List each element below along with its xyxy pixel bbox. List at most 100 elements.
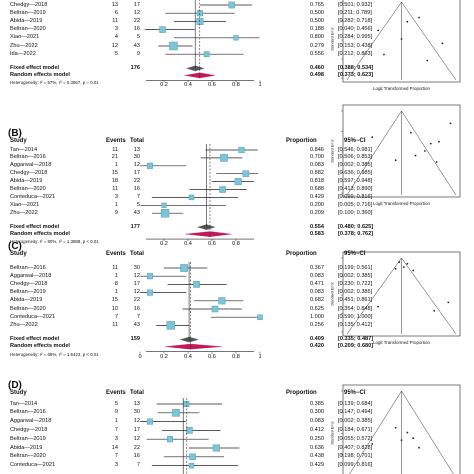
study-total: 5 [136,201,140,208]
study-events: 1 [114,201,118,208]
study-events: 3 [114,26,118,33]
study-events: 3 [114,462,118,469]
study-box [166,321,175,330]
study-total: 12 [133,9,140,16]
header-proportion: Proportion [286,138,317,144]
study-total: 22 [133,17,140,24]
fixed-effect-proportion: 0.554 [310,223,324,230]
study-events: 4 [114,34,118,41]
study-ci: [0.451; 0.861] [338,297,373,304]
study-ci: [0.230; 0.722] [338,280,373,287]
study-box [228,1,236,9]
funnel-point [398,261,401,263]
fixed-effect-total: 159 [130,336,140,343]
funnel-point [400,439,403,441]
study-total: 13 [133,146,140,153]
funnel-point [394,426,397,429]
study-proportion: 0.188 [310,26,324,33]
header-events: Events [106,251,126,257]
study-ci: [0.413; 0.890] [338,186,373,192]
study-proportion: 1.000 [310,313,324,320]
funnel-point [418,446,420,449]
study-ci: [0.100; 0.360] [338,209,373,216]
study-total: 30 [133,409,140,416]
study-total: 17 [133,280,140,287]
study-box [146,162,153,169]
header-study: Study [10,251,27,257]
funnel-point [394,159,397,162]
study-events: 11 [112,17,118,24]
study-box [233,35,239,41]
study-total: 22 [133,178,140,185]
funnel-point [433,309,436,312]
study-events: 15 [111,170,118,177]
study-proportion: 0.700 [310,154,324,161]
x-tick-label: 0.2 [160,353,168,360]
study-ci: [0.005; 0.716] [338,201,373,208]
study-events: 14 [111,444,118,451]
x-tick-label: 0.4 [184,241,192,248]
study-ci: [0.198; 0.701] [338,453,373,460]
funnel-point [412,437,415,440]
study-ci: [0.055; 0.572] [338,435,373,442]
heterogeneity-text: Heterogeneity: I² = 69%, τ² = 1.6423, p … [10,351,99,357]
study-proportion: 0.882 [310,170,324,177]
x-tick-label: 0.6 [208,241,216,248]
study-events: 10 [111,305,118,312]
study-ci: [0.590; 1.000] [338,313,373,320]
study-total: 7 [136,193,140,200]
study-events: 8 [114,280,118,287]
study-name: Aggarwal—2018 [10,162,52,169]
header-total: Total [130,251,144,257]
study-box [212,444,220,452]
study-total: 17 [133,1,140,8]
header-events: Events [106,390,126,396]
study-name: Ida—2022 [10,50,36,57]
funnel-x-label: Logit Transformed Proportion [373,340,430,345]
random-effects-label: Random effects model [10,343,70,350]
funnel-point [441,42,444,45]
funnel-point [406,431,409,434]
study-proportion: 0.471 [310,280,324,287]
study-proportion: 0.438 [310,453,324,460]
study-name: Beltran—2019 [10,9,46,16]
fixed-effect-ci: [0.335; 0.487] [338,336,374,343]
study-box [211,305,219,313]
study-total: 30 [133,264,140,271]
study-name: Abida—2019 [10,297,43,304]
study-name: Abida—2019 [10,444,43,451]
study-total: 16 [133,186,140,192]
study-ci: [0.506; 0.853] [338,154,373,161]
funnel-point [438,140,440,143]
study-events: 7 [114,313,118,320]
study-name: Beltran—2020 [10,305,46,312]
header-events: Events [106,138,126,144]
study-box [166,436,174,443]
random-effects-diamond [185,231,232,237]
header-total: Total [130,138,144,144]
heterogeneity-text: Heterogeneity: I² = 80%, τ² = 1.3888, p … [10,239,99,245]
study-ci: [0.282; 0.718] [338,17,373,24]
fixed-effect-ci: [0.388; 0.534] [338,64,374,71]
study-proportion: 0.300 [310,409,324,416]
random-effects-label: Random effects model [10,71,70,78]
study-proportion: 0.625 [310,305,324,312]
study-name: Conteduca—2021 [10,462,56,469]
study-events: 3 [114,193,118,200]
random-effects-ci: [0.378; 0.762] [338,230,374,237]
study-total: 22 [133,297,140,304]
study-events: 1 [114,272,118,279]
funnel-y-label: Standard Error [330,139,335,163]
study-proportion: 0.500 [310,9,324,16]
random-effects-diamond [184,72,215,79]
study-box [183,400,190,408]
study-name: Aggarwal—2018 [10,272,52,279]
study-name: Conteduca—2021 [10,193,56,200]
funnel-point [400,38,403,40]
x-tick-label: 0.8 [232,353,240,360]
funnel-point [424,150,426,152]
study-name: Beltran—2016 [10,409,46,416]
header-study: Study [10,138,27,144]
study-ci: [0.002; 0.385] [338,272,373,279]
